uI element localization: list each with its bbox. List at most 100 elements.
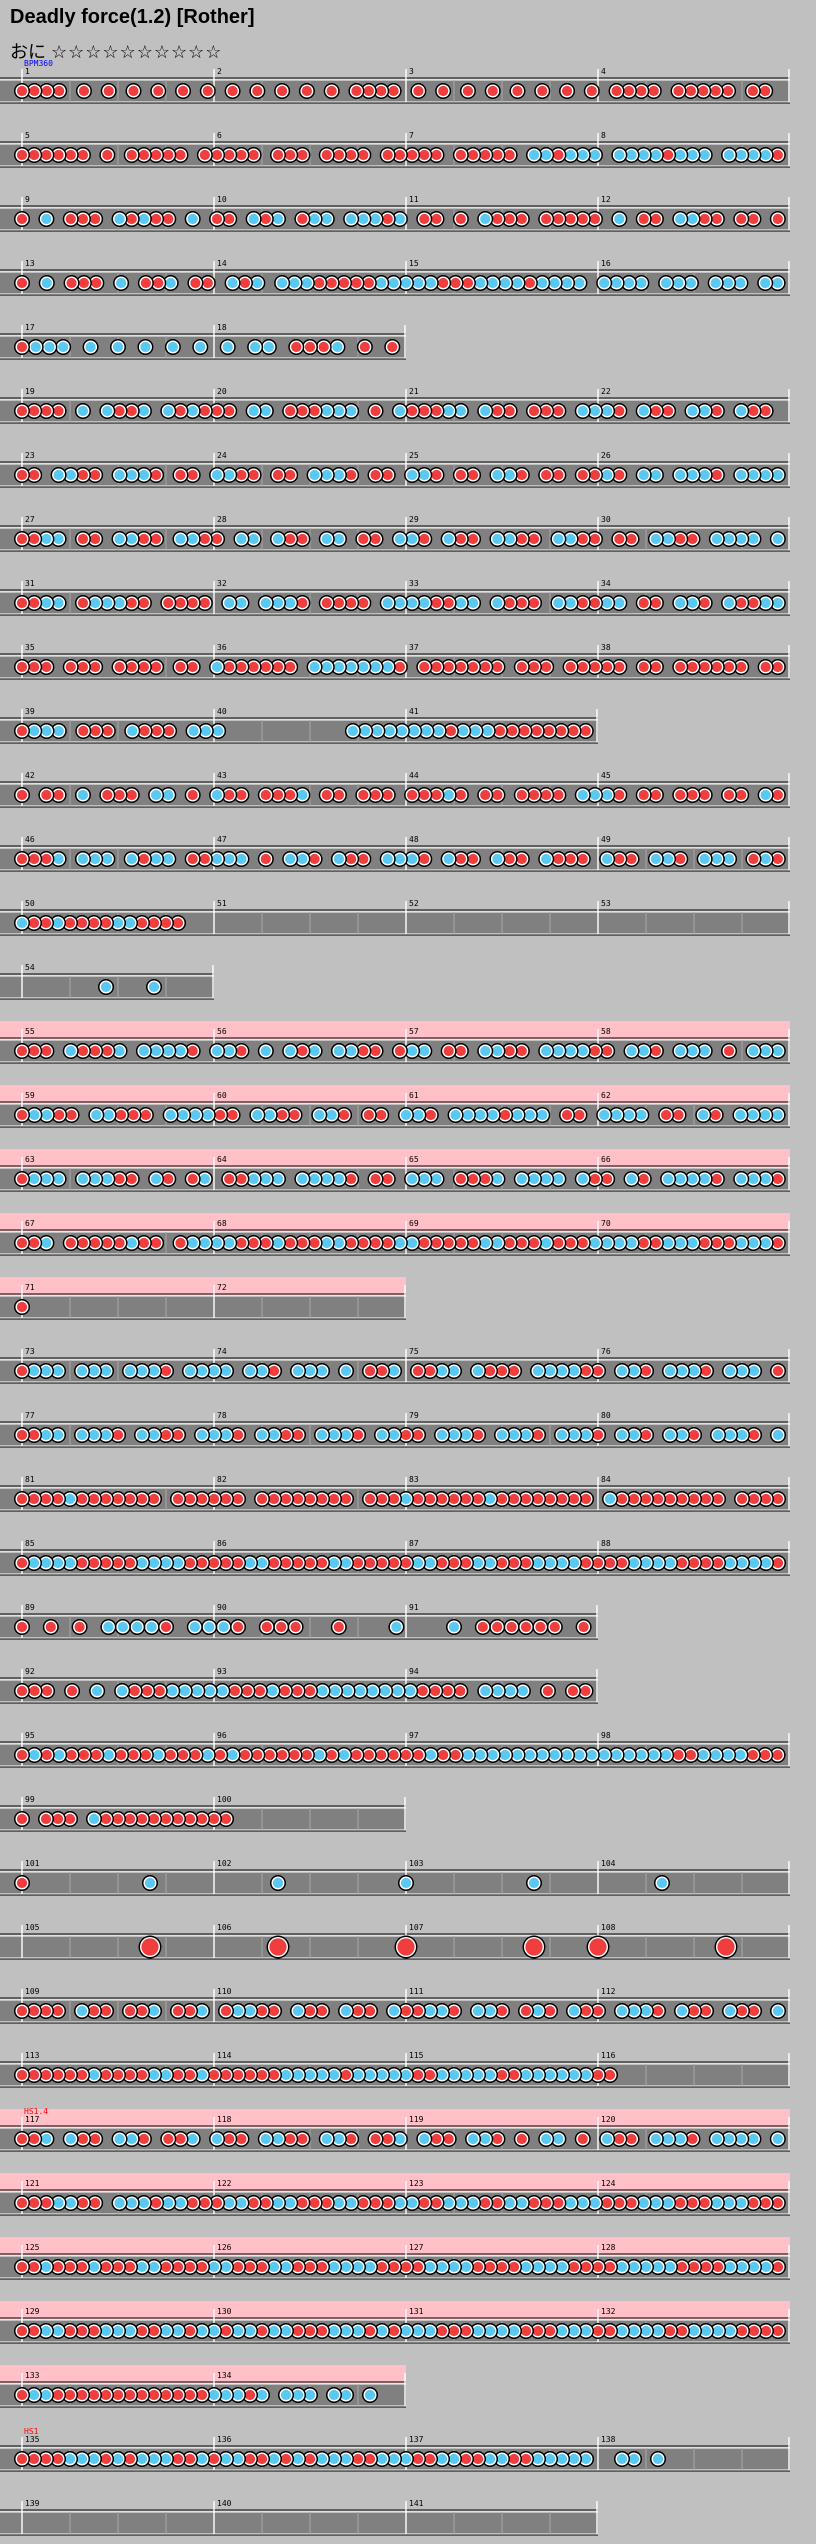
ka-note <box>248 1173 259 1185</box>
don-note <box>614 2197 625 2209</box>
ka-note <box>508 1429 520 1441</box>
don-note <box>53 149 64 161</box>
don-note <box>382 213 393 225</box>
ka-note <box>41 1237 52 1249</box>
ka-note <box>556 1365 568 1377</box>
don-note <box>76 1493 88 1505</box>
don-note <box>65 149 76 161</box>
don-note <box>480 789 491 801</box>
don-note <box>272 469 284 481</box>
ka-note <box>626 1045 637 1057</box>
ka-note <box>711 2197 722 2209</box>
ka-note <box>136 1365 148 1377</box>
ka-note <box>211 469 223 481</box>
don-note <box>467 1237 479 1249</box>
don-note <box>136 2005 148 2017</box>
don-note <box>508 1365 520 1377</box>
ka-note <box>394 405 406 417</box>
ka-note <box>211 2133 223 2145</box>
don-note <box>65 1237 76 1249</box>
don-note <box>748 2005 760 2017</box>
ka-note <box>736 1173 747 1185</box>
don-note <box>541 789 552 801</box>
ka-note <box>688 1365 700 1377</box>
don-note <box>376 1749 387 1761</box>
don-note <box>496 1493 508 1505</box>
don-note <box>184 1493 196 1505</box>
ka-note <box>458 725 469 737</box>
ka-note <box>772 1109 783 1121</box>
ka-note <box>475 1109 486 1121</box>
ka-note <box>400 1109 412 1121</box>
don-note <box>537 85 548 97</box>
ka-note <box>472 1557 484 1569</box>
don-note <box>148 1493 160 1505</box>
ka-note <box>406 1237 418 1249</box>
ka-note <box>28 1557 40 1569</box>
don-note <box>88 1493 100 1505</box>
ka-note <box>227 277 238 289</box>
ka-note <box>504 533 515 545</box>
don-note <box>277 1749 288 1761</box>
don-note <box>64 1813 76 1825</box>
ka-note <box>124 917 136 929</box>
don-note <box>102 725 113 737</box>
don-note <box>472 1429 484 1441</box>
ka-note <box>589 1237 601 1249</box>
measure-number: 115 <box>409 2051 424 2060</box>
don-note <box>100 2069 112 2081</box>
measure-number: 61 <box>409 1091 419 1100</box>
ka-note <box>589 149 601 161</box>
ka-note <box>650 469 662 481</box>
measure-number: 53 <box>601 899 611 908</box>
note-lane <box>0 1296 406 1318</box>
ka-note <box>748 1365 760 1377</box>
don-note <box>232 1493 244 1505</box>
ka-note <box>64 1493 76 1505</box>
don-note <box>580 1685 591 1697</box>
don-note <box>352 1429 364 1441</box>
ka-note <box>285 2197 296 2209</box>
don-note <box>54 85 65 97</box>
ka-note <box>41 2133 52 2145</box>
don-note <box>772 661 783 673</box>
don-note <box>150 149 162 161</box>
don-note <box>126 213 137 225</box>
ka-note <box>687 149 698 161</box>
don-note <box>589 1045 601 1057</box>
don-note <box>419 661 430 673</box>
don-note <box>103 85 114 97</box>
ka-note <box>433 725 444 737</box>
ka-note <box>260 1045 271 1057</box>
ka-note <box>611 277 622 289</box>
measure-number: 71 <box>25 1283 35 1292</box>
don-note <box>64 2069 76 2081</box>
don-note <box>260 213 271 225</box>
don-note <box>549 1621 560 1633</box>
ka-note <box>675 2133 686 2145</box>
don-note <box>291 341 302 353</box>
don-note <box>611 85 622 97</box>
don-note <box>419 853 430 865</box>
don-note <box>41 789 52 801</box>
don-note <box>148 1813 160 1825</box>
don-note <box>736 213 747 225</box>
ka-note <box>544 2069 556 2081</box>
don-note <box>150 213 162 225</box>
ka-note <box>309 213 320 225</box>
don-note <box>140 277 151 289</box>
ka-note <box>462 1109 474 1121</box>
ka-note <box>250 341 261 353</box>
don-note <box>376 85 387 97</box>
don-note <box>256 2005 268 2017</box>
don-note <box>673 85 684 97</box>
don-note <box>556 1493 568 1505</box>
don-note <box>520 2005 532 2017</box>
ka-note <box>650 2133 662 2145</box>
ka-note <box>760 1557 772 1569</box>
don-note <box>443 661 454 673</box>
don-note <box>567 1685 579 1697</box>
ka-note <box>358 213 369 225</box>
don-note <box>685 85 697 97</box>
don-note <box>580 1365 592 1377</box>
